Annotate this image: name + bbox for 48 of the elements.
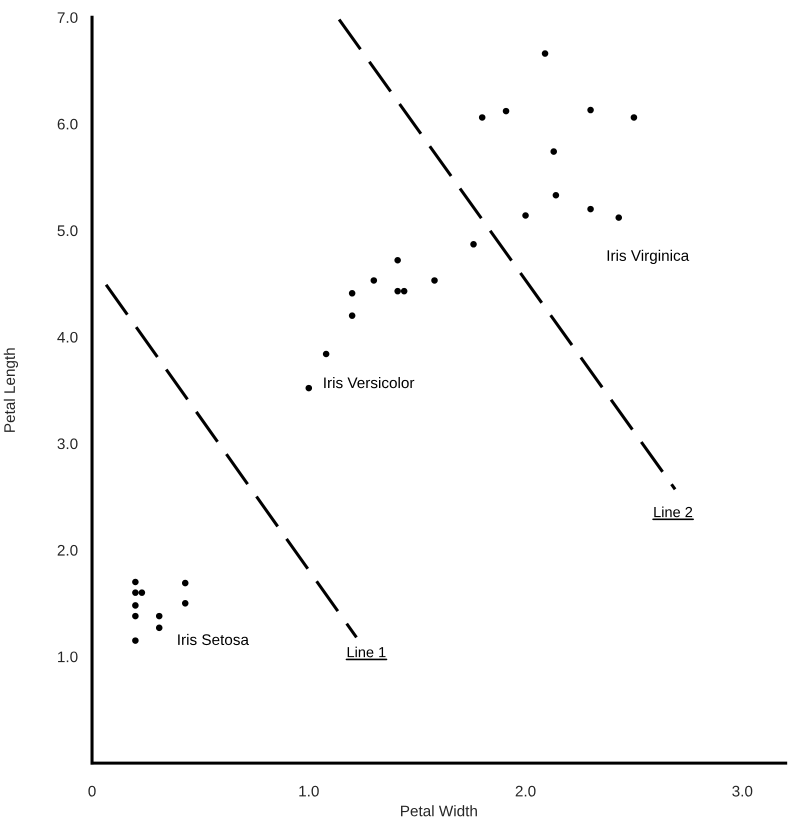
x-tick-label: 2.0	[516, 786, 536, 797]
point	[470, 241, 477, 248]
point	[587, 106, 594, 114]
y-tick-label: 1.0	[58, 651, 78, 662]
point	[156, 612, 162, 620]
point	[502, 108, 510, 114]
point	[182, 580, 188, 586]
y-tick-label: 7.0	[58, 12, 78, 24]
point	[522, 212, 529, 219]
text: Iris Virginica	[608, 250, 690, 264]
point	[132, 602, 139, 609]
point	[132, 612, 139, 620]
series-label: Iris Versicolor	[324, 376, 414, 388]
y-tick-label: 6.0	[58, 118, 78, 130]
y-tick-label: 4.0	[57, 332, 78, 343]
point	[156, 624, 162, 632]
point	[431, 277, 438, 284]
y-tick-label: 3.0	[57, 438, 78, 450]
series-label: Line 2	[654, 506, 692, 518]
point	[132, 589, 139, 596]
point	[322, 350, 330, 358]
series-label: Iris Setosa	[178, 634, 249, 646]
point	[348, 312, 356, 319]
point	[400, 288, 408, 294]
y-axis-title: Petal Length	[4, 348, 18, 432]
point	[542, 50, 548, 57]
point	[132, 578, 139, 586]
point	[550, 148, 557, 155]
point	[630, 114, 638, 121]
point	[615, 214, 622, 221]
y-tick-label: 5.0	[58, 225, 78, 236]
point	[306, 384, 312, 392]
point	[394, 256, 401, 264]
series-label: Line 1	[348, 646, 386, 658]
point	[478, 114, 486, 121]
x-axis-title: Petal Width	[401, 805, 477, 816]
point	[138, 589, 146, 596]
point	[394, 288, 401, 294]
point	[552, 192, 560, 199]
x-tick-label: 3.0	[732, 786, 752, 797]
point	[370, 277, 378, 284]
point	[132, 637, 139, 644]
x-tick-label: 1.0	[299, 786, 319, 797]
x-tick-label: 0	[88, 786, 96, 797]
point	[182, 600, 188, 607]
point	[348, 290, 356, 297]
y-tick-label: 2.0	[58, 544, 78, 556]
point	[587, 206, 594, 212]
